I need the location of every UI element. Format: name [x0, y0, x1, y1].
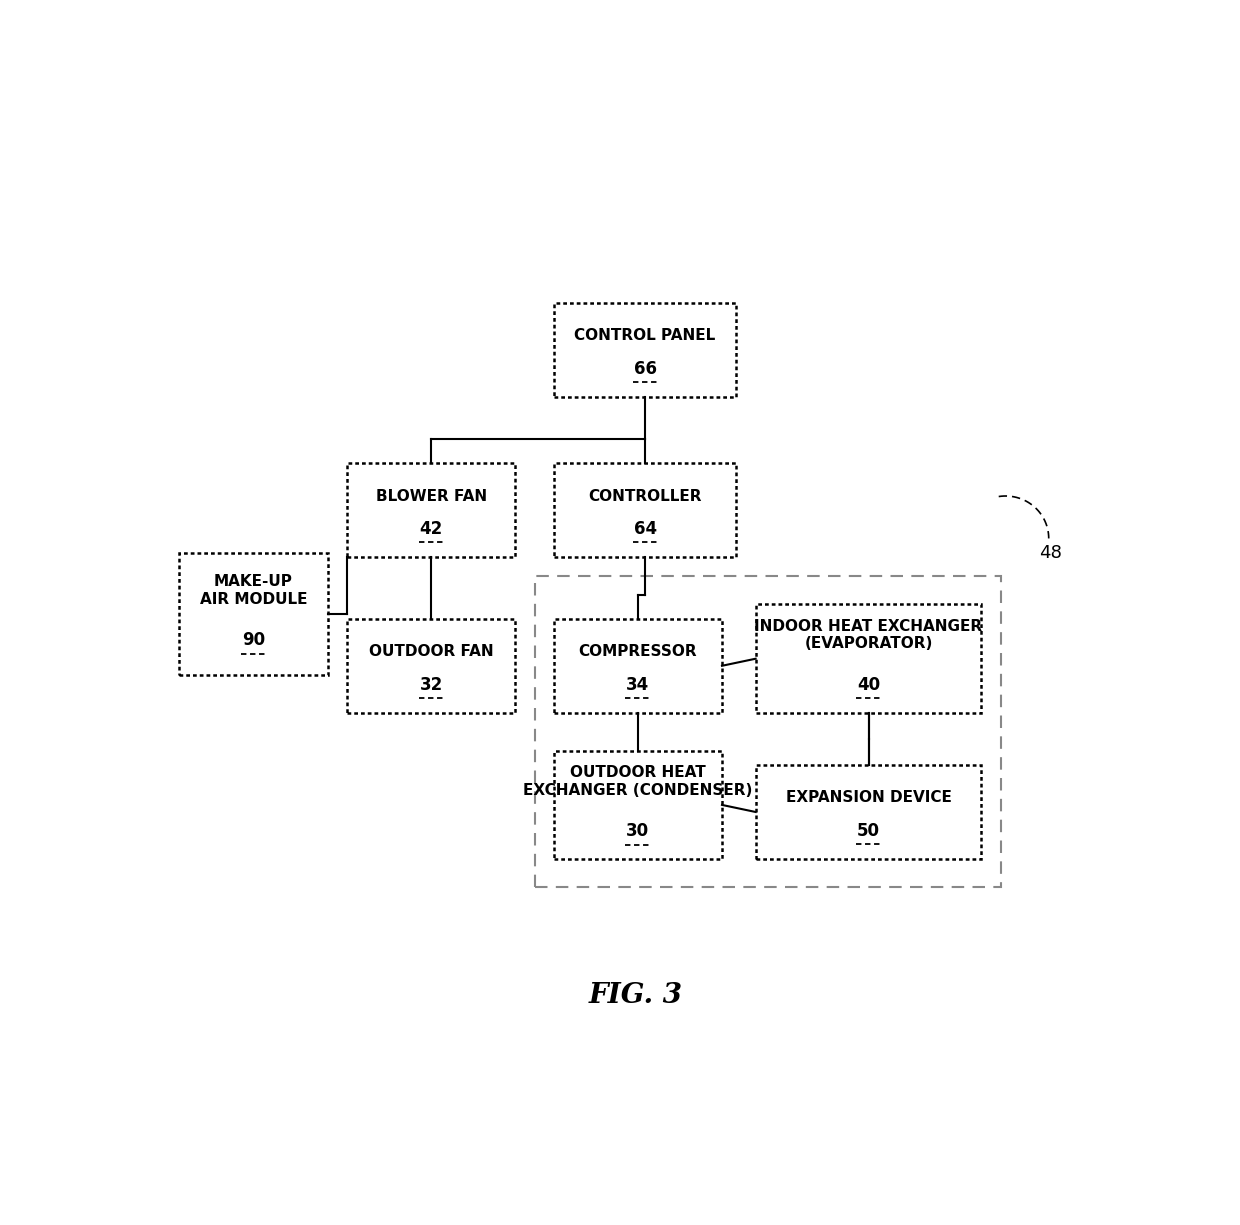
- Bar: [554, 751, 722, 859]
- Text: 50: 50: [857, 822, 880, 840]
- Text: EXPANSION DEVICE: EXPANSION DEVICE: [786, 790, 951, 805]
- Text: CONTROLLER: CONTROLLER: [588, 489, 702, 503]
- Bar: [755, 764, 982, 859]
- Bar: [347, 619, 516, 713]
- Text: CONTROL PANEL: CONTROL PANEL: [574, 328, 715, 343]
- Text: 42: 42: [419, 521, 443, 538]
- Text: 48: 48: [1039, 544, 1061, 561]
- Text: 40: 40: [857, 676, 880, 695]
- Bar: [347, 463, 516, 557]
- Text: MAKE-UP
AIR MODULE: MAKE-UP AIR MODULE: [200, 575, 308, 606]
- Text: OUTDOOR FAN: OUTDOOR FAN: [370, 644, 494, 659]
- Bar: [554, 463, 737, 557]
- Text: OUTDOOR HEAT
EXCHANGER (CONDENSER): OUTDOOR HEAT EXCHANGER (CONDENSER): [523, 766, 753, 797]
- Text: 90: 90: [242, 631, 265, 649]
- Text: COMPRESSOR: COMPRESSOR: [579, 644, 697, 659]
- Text: 30: 30: [626, 822, 650, 840]
- Text: BLOWER FAN: BLOWER FAN: [376, 489, 487, 503]
- Text: FIG. 3: FIG. 3: [589, 982, 682, 1009]
- Text: 64: 64: [634, 521, 657, 538]
- Bar: [755, 604, 982, 713]
- Bar: [554, 303, 737, 397]
- Bar: [534, 576, 1001, 887]
- Text: 32: 32: [419, 676, 443, 693]
- Text: INDOOR HEAT EXCHANGER
(EVAPORATOR): INDOOR HEAT EXCHANGER (EVAPORATOR): [754, 619, 982, 652]
- Bar: [179, 552, 327, 675]
- Bar: [554, 619, 722, 713]
- Text: 34: 34: [626, 676, 650, 693]
- Text: 66: 66: [634, 360, 657, 377]
